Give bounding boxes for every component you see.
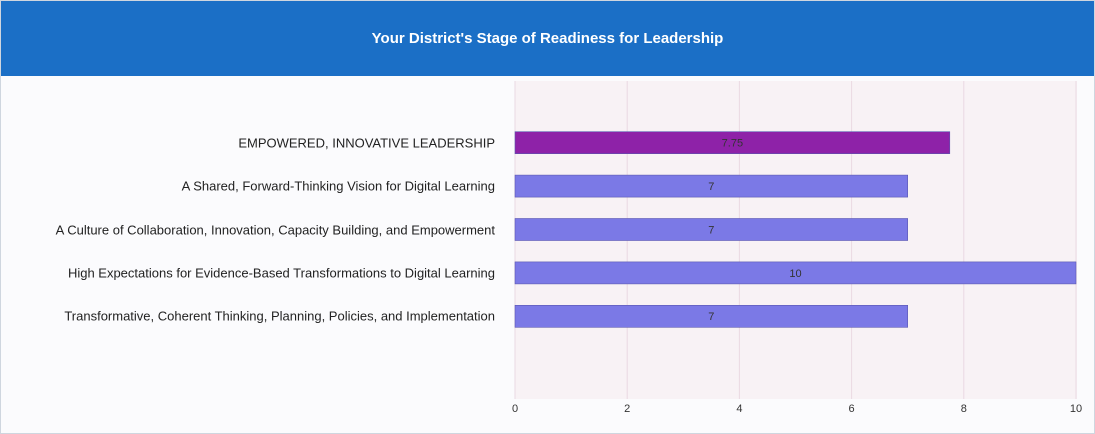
data-label: 7 (708, 224, 714, 236)
x-tick-label: 6 (849, 403, 855, 415)
x-tick-label: 0 (512, 403, 518, 415)
chart-title: Your District's Stage of Readiness for L… (1, 1, 1094, 76)
y-tick-label: A Shared, Forward-Thinking Vision for Di… (181, 178, 495, 194)
x-tick-label: 10 (1070, 403, 1082, 415)
y-tick-label: High Expectations for Evidence-Based Tra… (67, 265, 495, 281)
bar (514, 174, 909, 198)
bar (514, 261, 1077, 285)
data-label: 7 (708, 311, 714, 323)
bar (514, 131, 951, 154)
x-tick-label: 8 (961, 403, 967, 415)
x-tick-label: 2 (624, 403, 630, 415)
y-tick-label: Transformative, Coherent Thinking, Plann… (64, 308, 495, 324)
y-tick-label: A Culture of Collaboration, Innovation, … (55, 222, 495, 237)
bar (514, 218, 909, 241)
y-tick-label: EMPOWERED, INNOVATIVE LEADERSHIP (238, 135, 495, 151)
data-label: 7 (708, 181, 714, 193)
data-label: 7.75 (722, 138, 743, 150)
bar (514, 304, 909, 328)
data-label: 10 (789, 268, 801, 280)
x-tick-label: 4 (736, 403, 742, 415)
